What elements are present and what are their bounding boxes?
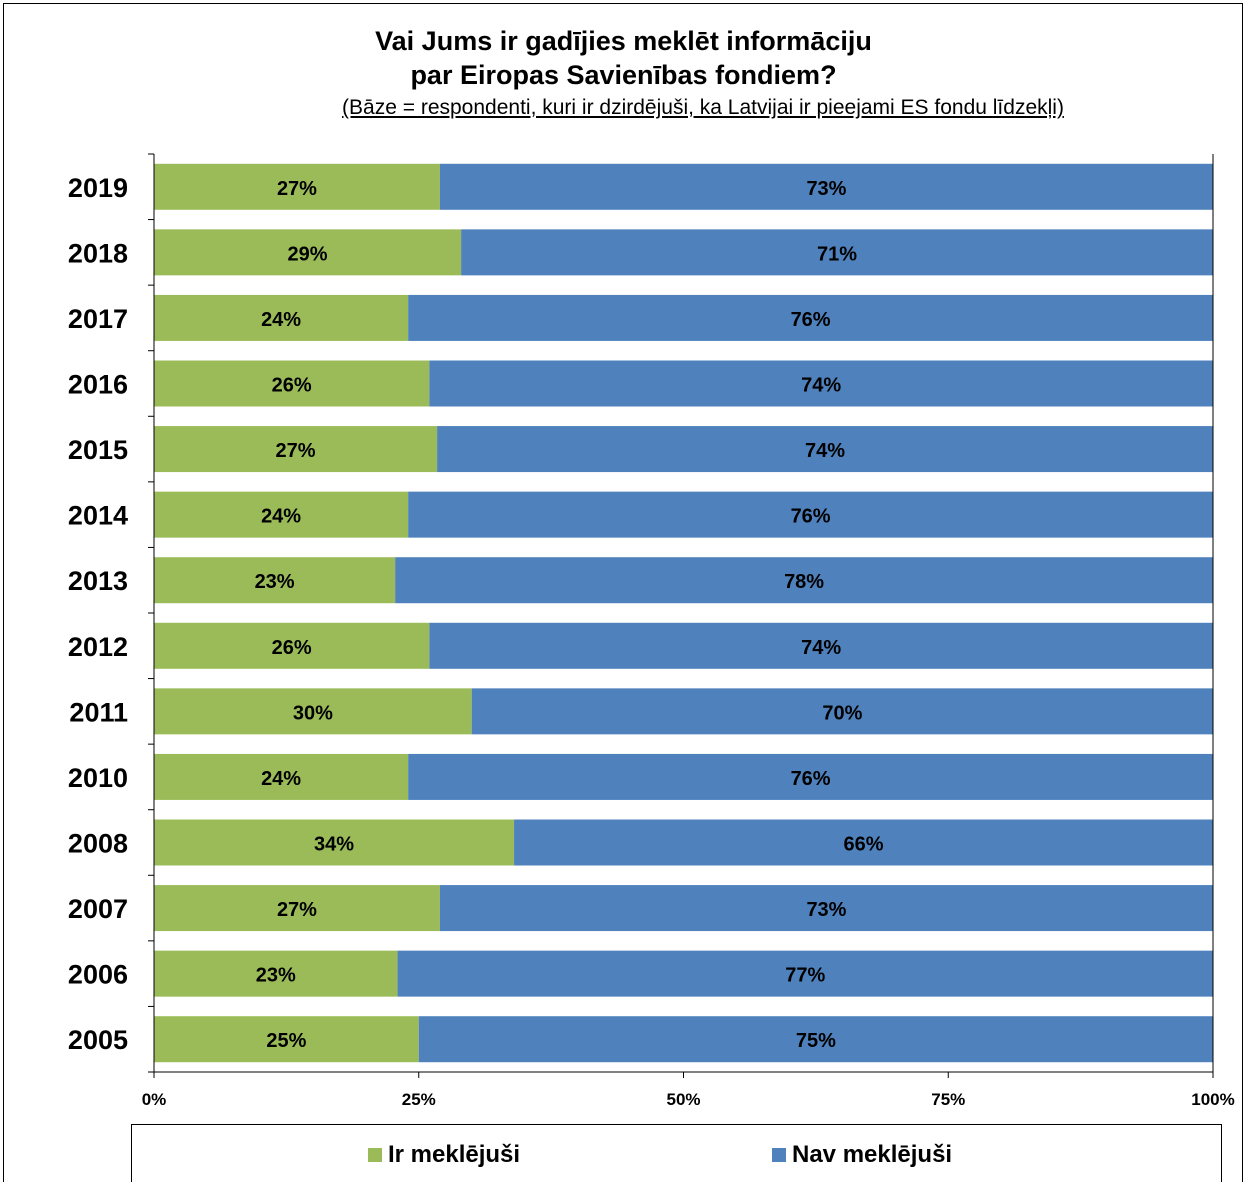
y-tick-label-2011: 2011 [69, 697, 128, 727]
y-tick-label-2010: 2010 [68, 763, 128, 793]
legend-item-nav-meklejusi: Nav meklējuši [772, 1141, 952, 1169]
legend-item-ir-meklejusi: Ir meklējuši [368, 1141, 520, 1169]
legend-label-ir-meklejusi: Ir meklējuši [388, 1141, 521, 1168]
legend: Ir meklējuši Nav meklējuši [131, 1124, 1222, 1182]
chart-subtitle: (Bāze = respondenti, kuri ir dzirdējuši,… [342, 96, 1064, 119]
bar-ir-meklejusi-2011 [154, 688, 472, 735]
y-tick-label-2019: 2019 [68, 173, 128, 203]
data-label-ir-meklejusi-2016: 26% [272, 375, 312, 397]
data-label-ir-meklejusi-2018: 29% [288, 243, 328, 265]
bar-nav-meklejusi-2015 [437, 426, 1213, 473]
data-label-ir-meklejusi-2014: 24% [261, 506, 301, 528]
bar-nav-meklejusi-2017 [408, 294, 1213, 341]
chart-title-line-1: Vai Jums ir gadījies meklēt informāciju [375, 26, 872, 56]
data-label-nav-meklejusi-2018: 71% [817, 243, 857, 265]
bar-ir-meklejusi-2012 [154, 622, 430, 669]
bar-nav-meklejusi-2008 [514, 819, 1213, 866]
bar-nav-meklejusi-2018 [461, 229, 1213, 276]
bar-nav-meklejusi-2011 [471, 688, 1213, 735]
bar-ir-meklejusi-2005 [154, 1016, 419, 1063]
data-label-nav-meklejusi-2005: 75% [796, 1030, 836, 1052]
bar-ir-meklejusi-2018 [154, 229, 462, 276]
bar-ir-meklejusi-2006 [154, 950, 398, 997]
y-tick-label-2005: 2005 [68, 1025, 128, 1055]
legend-swatch-blue [772, 1148, 786, 1162]
data-label-ir-meklejusi-2012: 26% [272, 637, 312, 659]
bar-nav-meklejusi-2019 [439, 163, 1213, 210]
bar-ir-meklejusi-2010 [154, 753, 409, 800]
data-label-nav-meklejusi-2014: 76% [791, 506, 831, 528]
data-label-ir-meklejusi-2008: 34% [314, 834, 354, 856]
bar-ir-meklejusi-2008 [154, 819, 515, 866]
bar-nav-meklejusi-2005 [418, 1016, 1213, 1063]
bar-nav-meklejusi-2014 [408, 491, 1213, 538]
y-tick-label-2007: 2007 [68, 894, 128, 924]
y-tick-label-2017: 2017 [68, 304, 128, 334]
y-tick-label-2012: 2012 [68, 632, 128, 662]
data-label-nav-meklejusi-2017: 76% [791, 309, 831, 331]
bar-ir-meklejusi-2015 [154, 426, 438, 473]
data-label-ir-meklejusi-2007: 27% [277, 899, 317, 921]
data-label-ir-meklejusi-2010: 24% [261, 768, 301, 790]
data-label-nav-meklejusi-2013: 78% [784, 571, 824, 593]
data-label-nav-meklejusi-2016: 74% [801, 375, 841, 397]
data-label-ir-meklejusi-2019: 27% [277, 178, 317, 200]
bar-ir-meklejusi-2014 [154, 491, 409, 538]
bar-nav-meklejusi-2016 [429, 360, 1214, 407]
y-tick-label-2013: 2013 [68, 566, 128, 596]
bar-ir-meklejusi-2016 [154, 360, 430, 407]
x-tick-label-25: 25% [402, 1090, 436, 1109]
data-label-ir-meklejusi-2013: 23% [255, 571, 295, 593]
data-label-nav-meklejusi-2015: 74% [805, 440, 845, 462]
legend-label-nav-meklejusi: Nav meklējuši [792, 1141, 953, 1168]
x-tick-label-0: 0% [142, 1090, 167, 1109]
y-tick-label-2008: 2008 [68, 829, 128, 859]
y-tick-label-2018: 2018 [68, 238, 128, 268]
data-label-nav-meklejusi-2010: 76% [791, 768, 831, 790]
y-tick-label-2015: 2015 [68, 435, 128, 465]
bar-nav-meklejusi-2013 [395, 557, 1213, 604]
data-label-ir-meklejusi-2017: 24% [261, 309, 301, 331]
x-tick-label-75: 75% [931, 1090, 965, 1109]
y-tick-label-2016: 2016 [68, 370, 128, 400]
y-tick-label-2006: 2006 [68, 960, 128, 990]
bar-ir-meklejusi-2007 [154, 885, 440, 932]
chart-title-line-2: par Eiropas Savienības fondiem? [410, 60, 837, 90]
data-label-nav-meklejusi-2007: 73% [806, 899, 846, 921]
chart-frame [3, 3, 1243, 1182]
x-tick-label-100: 100% [1191, 1090, 1234, 1109]
data-label-nav-meklejusi-2011: 70% [822, 702, 862, 724]
data-label-nav-meklejusi-2012: 74% [801, 637, 841, 659]
bar-ir-meklejusi-2013 [154, 557, 396, 604]
data-label-ir-meklejusi-2011: 30% [293, 702, 333, 724]
bar-nav-meklejusi-2012 [429, 622, 1214, 669]
data-label-ir-meklejusi-2006: 23% [256, 965, 296, 987]
data-label-ir-meklejusi-2005: 25% [266, 1030, 306, 1052]
data-label-ir-meklejusi-2015: 27% [276, 440, 316, 462]
y-tick-label-2014: 2014 [68, 501, 128, 531]
x-tick-label-50: 50% [666, 1090, 700, 1109]
data-label-nav-meklejusi-2008: 66% [844, 834, 884, 856]
data-label-nav-meklejusi-2006: 77% [785, 965, 825, 987]
data-label-nav-meklejusi-2019: 73% [806, 178, 846, 200]
bar-nav-meklejusi-2007 [439, 885, 1213, 932]
stacked-bar-chart: 27% 73% 2019 29% 71% 2018 24% 76% 2017 26% 74% 2016… [68, 153, 1235, 1109]
legend-swatch-green [368, 1148, 382, 1162]
bar-ir-meklejusi-2017 [154, 294, 409, 341]
bar-nav-meklejusi-2010 [408, 753, 1213, 800]
bar-ir-meklejusi-2019 [154, 163, 440, 210]
bar-nav-meklejusi-2006 [397, 950, 1213, 997]
